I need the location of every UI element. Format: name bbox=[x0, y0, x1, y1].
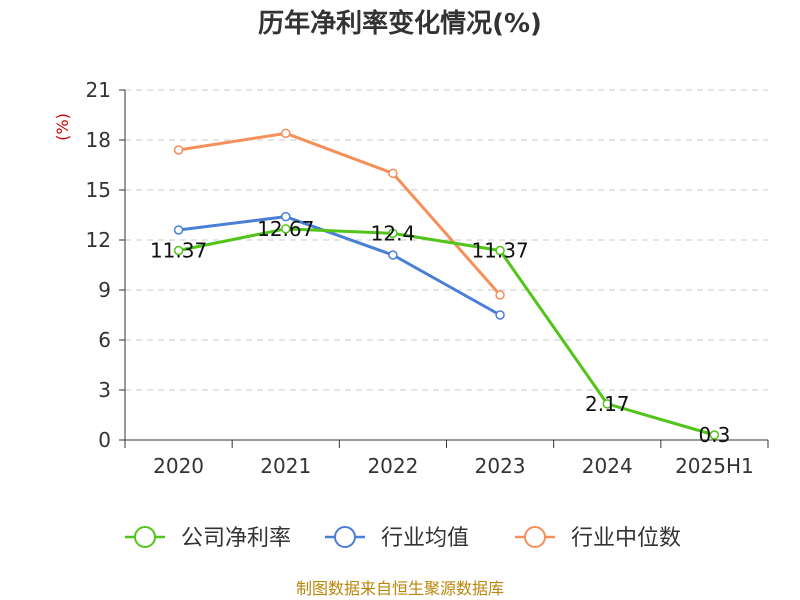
series-lines bbox=[173, 128, 720, 440]
data-point bbox=[281, 211, 291, 222]
x-tick-label: 2021 bbox=[260, 454, 311, 478]
data-label: 0.3 bbox=[699, 423, 731, 447]
data-point bbox=[709, 430, 720, 440]
y-tick-label: 6 bbox=[98, 328, 111, 352]
legend-marker-icon bbox=[524, 526, 546, 548]
legend-label: 行业均值 bbox=[381, 526, 469, 551]
series-1 bbox=[173, 211, 505, 320]
legend-marker-icon bbox=[334, 526, 356, 548]
data-point bbox=[281, 128, 291, 139]
source-note: 制图数据来自恒生聚源数据库 bbox=[296, 579, 504, 598]
x-tick-label: 2025H1 bbox=[675, 454, 754, 478]
data-point bbox=[173, 245, 184, 256]
data-point bbox=[495, 245, 505, 256]
data-label: 12.4 bbox=[371, 221, 416, 245]
legend: 公司净利率 行业均值 行业中位数 bbox=[125, 526, 681, 551]
y-tick-label: 21 bbox=[86, 78, 111, 102]
grid-lines bbox=[125, 89, 768, 391]
y-tick-label: 0 bbox=[98, 428, 111, 452]
data-point bbox=[388, 250, 398, 260]
y-tick-label: 12 bbox=[86, 228, 111, 252]
series-0 bbox=[173, 224, 720, 440]
data-point bbox=[495, 310, 505, 320]
data-label: 2.17 bbox=[585, 392, 630, 416]
data-point bbox=[173, 145, 184, 155]
series-line bbox=[178, 131, 502, 296]
y-axis-unit-label: (%) bbox=[53, 113, 72, 141]
data-point bbox=[281, 224, 291, 234]
y-tick-label: 15 bbox=[86, 178, 111, 202]
data-label: 11.37 bbox=[471, 239, 528, 263]
legend-label: 行业中位数 bbox=[571, 526, 681, 551]
chart-title: 历年净利率变化情况(%) bbox=[258, 8, 542, 39]
x-tick-label: 2023 bbox=[475, 454, 526, 478]
series-2 bbox=[173, 128, 505, 300]
data-point bbox=[388, 228, 398, 239]
legend-marker-icon bbox=[134, 526, 156, 548]
data-point bbox=[173, 225, 184, 235]
axes: 0 3 6 9 12 15 18 21 2020 2021 2022 2023 2024 2025H1 bbox=[86, 78, 769, 478]
legend-item[interactable]: 行业中位数 bbox=[515, 526, 681, 551]
series-line bbox=[178, 227, 715, 437]
x-tick-label: 2024 bbox=[582, 454, 633, 478]
data-point bbox=[602, 399, 612, 409]
series-line bbox=[178, 215, 501, 317]
legend-label: 公司净利率 bbox=[181, 526, 291, 551]
data-point bbox=[388, 168, 398, 179]
y-tick-label: 3 bbox=[98, 378, 111, 402]
legend-item[interactable]: 公司净利率 bbox=[125, 526, 291, 551]
x-tick-label: 2022 bbox=[367, 454, 418, 478]
x-tick-label: 2020 bbox=[153, 454, 204, 478]
data-point bbox=[495, 290, 505, 300]
y-tick-label: 9 bbox=[98, 278, 111, 302]
y-tick-label: 18 bbox=[86, 128, 111, 152]
data-label: 12.67 bbox=[257, 217, 314, 241]
legend-item[interactable]: 行业均值 bbox=[325, 526, 469, 551]
data-label: 11.37 bbox=[150, 239, 207, 263]
data-labels: 11.37 12.67 12.4 11.37 2.17 0.3 bbox=[150, 217, 730, 447]
